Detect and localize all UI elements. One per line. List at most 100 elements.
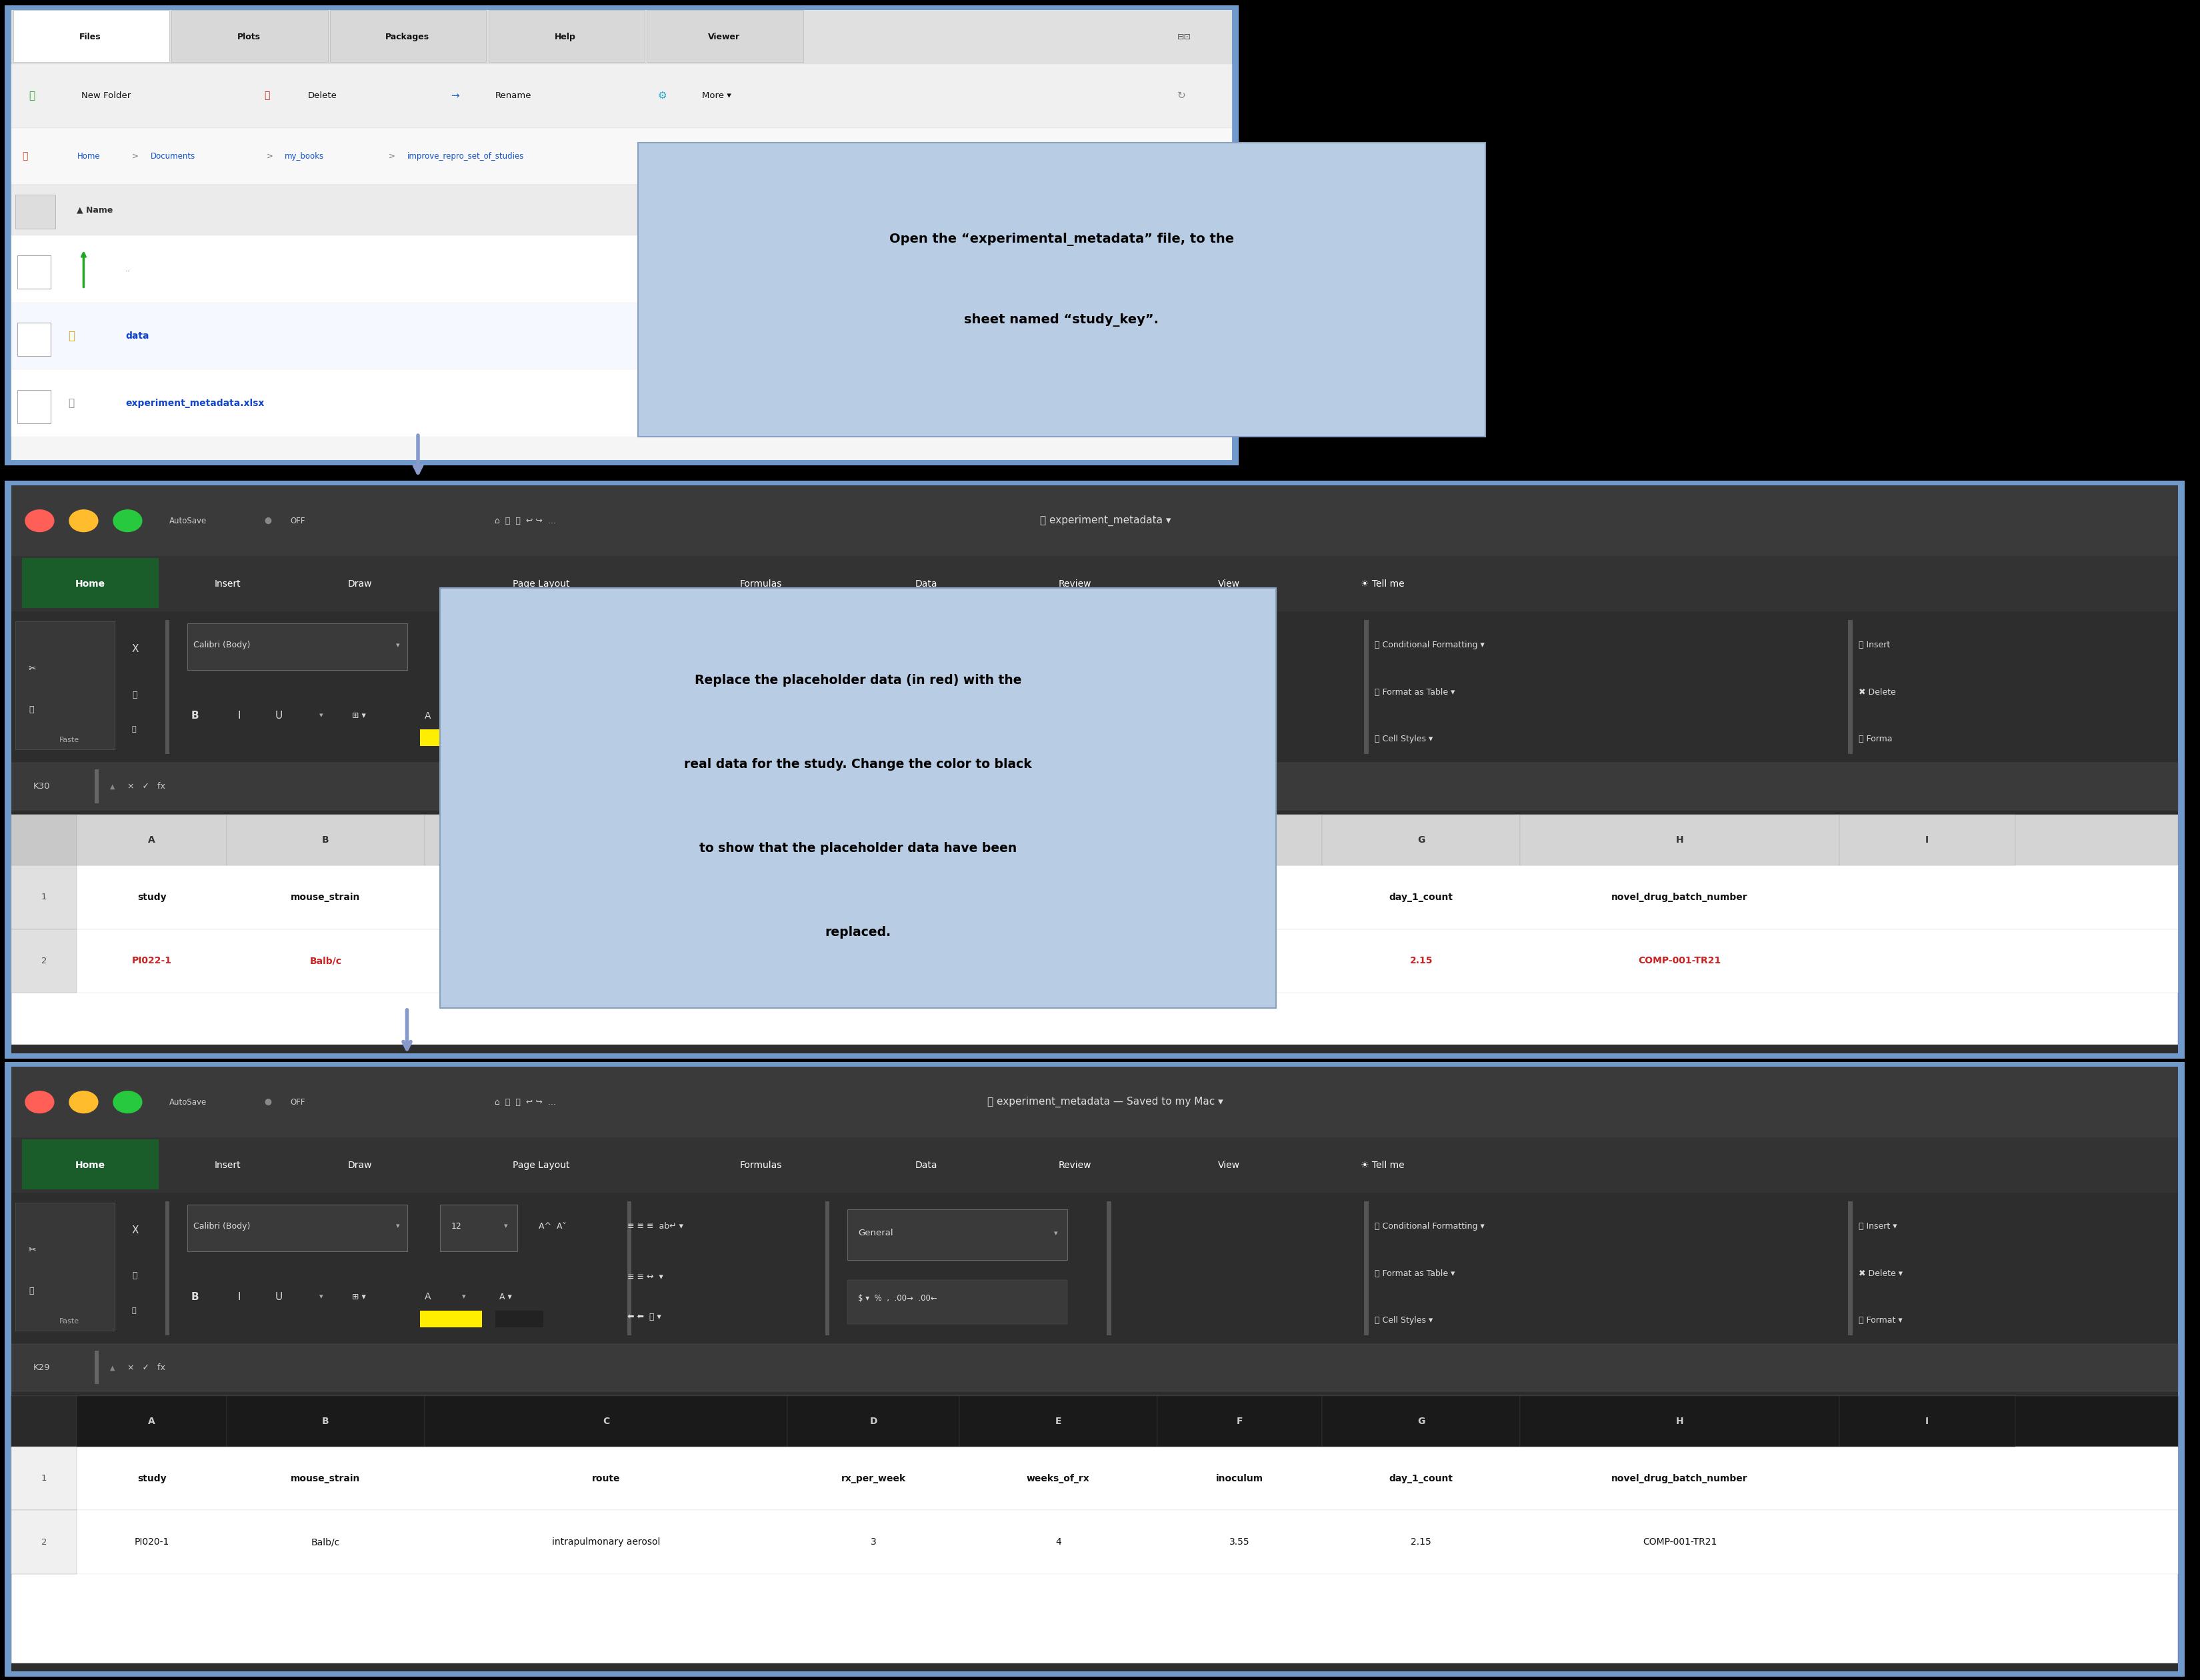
Text: 4: 4 (1056, 1537, 1060, 1547)
Bar (22, 558, 158, 608)
Bar (11, 1396, 77, 1446)
Text: Balb/c: Balb/c (310, 1537, 341, 1547)
Text: weeks_of_rx: weeks_of_rx (1027, 892, 1089, 902)
Bar (11, 64, 1232, 128)
Bar (847, 628, 1067, 679)
Text: ...: ... (1177, 151, 1186, 161)
Text: rx_per_week: rx_per_week (840, 892, 906, 902)
Text: Draw: Draw (348, 580, 372, 588)
Text: ≡ ≡ ↔  ▾: ≡ ≡ ↔ ▾ (627, 1272, 662, 1282)
Text: 📁: 📁 (29, 91, 35, 101)
Text: ⊞ ▾: ⊞ ▾ (352, 1292, 365, 1302)
Text: F: F (1236, 1416, 1243, 1426)
Text: 📁: 📁 (68, 329, 75, 343)
Bar (429, 558, 653, 608)
Text: OFF: OFF (290, 516, 306, 526)
Bar (11, 865, 77, 929)
Text: $ ▾  %  ,  .00→  .00←: $ ▾ % , .00→ .00← (858, 1294, 937, 1304)
Bar (11, 929, 2178, 993)
Bar (4, 5, 1239, 465)
Text: mouse_strain: mouse_strain (290, 892, 361, 902)
Text: 2.15: 2.15 (1410, 1537, 1432, 1547)
Text: 📋: 📋 (29, 706, 33, 714)
Bar (165, 1201, 169, 1336)
Circle shape (68, 509, 97, 531)
Bar (13, 10, 169, 62)
Bar (15, 1203, 114, 1331)
Bar (297, 558, 422, 608)
Text: day_1_count: day_1_count (1388, 892, 1454, 902)
Bar (638, 143, 1485, 437)
Text: Review: Review (1058, 580, 1091, 588)
Text: Home: Home (75, 580, 106, 588)
Circle shape (114, 509, 141, 531)
Text: 🎨 Cell Styles ▾: 🎨 Cell Styles ▾ (1375, 734, 1432, 744)
Bar (227, 1396, 425, 1446)
Bar (77, 1396, 227, 1446)
Text: ⬛ Format ▾: ⬛ Format ▾ (1859, 1315, 1903, 1326)
Text: Files: Files (79, 32, 101, 42)
Text: Help: Help (554, 32, 576, 42)
Text: intrapulmonary aerosol: intrapulmonary aerosol (546, 956, 667, 966)
Bar (1848, 1201, 1852, 1336)
Text: 🔷: 🔷 (1111, 151, 1115, 161)
Bar (11, 486, 2178, 1053)
Text: I: I (1925, 1416, 1929, 1426)
Bar (1520, 815, 1839, 865)
Text: Documents: Documents (150, 151, 196, 161)
Text: G: G (1417, 835, 1426, 845)
Text: ≡ ≡ ↔  ▾: ≡ ≡ ↔ ▾ (627, 690, 662, 701)
Bar (11, 1137, 2178, 1193)
Text: AutoSave: AutoSave (169, 1097, 207, 1107)
Text: inoculum: inoculum (1217, 1473, 1263, 1483)
Text: ⬛ Conditional Formatting ▾: ⬛ Conditional Formatting ▾ (1375, 1221, 1485, 1231)
Bar (1839, 815, 2015, 865)
Text: ⬛ Insert: ⬛ Insert (1859, 640, 1890, 650)
Circle shape (26, 509, 53, 531)
Bar (330, 10, 486, 62)
Bar (11, 302, 1232, 370)
Text: ☀ Tell me: ☀ Tell me (1362, 580, 1404, 588)
Text: 📋: 📋 (132, 690, 136, 699)
Text: D: D (869, 1416, 878, 1426)
Bar (1322, 1396, 1520, 1446)
Bar (627, 1201, 631, 1336)
Text: ⌂  💾  📋  ↩ ↪  ...: ⌂ 💾 📋 ↩ ↪ ... (495, 516, 557, 526)
Text: 🖊: 🖊 (132, 726, 136, 732)
Text: More ▾: More ▾ (702, 91, 730, 101)
Bar (11, 1067, 2178, 1672)
Bar (11, 185, 1232, 235)
Text: Insert: Insert (213, 1161, 242, 1169)
Text: novel_drug_batch_number: novel_drug_batch_number (1610, 1473, 1749, 1483)
Bar (11, 1067, 2178, 1137)
Bar (11, 1446, 77, 1510)
Bar (15, 622, 114, 749)
Text: weeks_of_rx: weeks_of_rx (1027, 1473, 1089, 1483)
Text: ▾: ▾ (462, 1294, 466, 1300)
Bar (11, 1510, 77, 1574)
Bar (420, 1310, 482, 1327)
Bar (495, 1310, 543, 1327)
Text: ≡ ≡ ≡  ab↵ ▾: ≡ ≡ ≡ ab↵ ▾ (627, 1221, 682, 1231)
Text: E: E (1056, 1416, 1060, 1426)
Text: >: > (132, 151, 139, 161)
Text: Page Layout: Page Layout (513, 1161, 570, 1169)
Text: ▲: ▲ (110, 1364, 114, 1371)
Text: 🔴: 🔴 (264, 91, 271, 101)
Text: COMP-001-TR21: COMP-001-TR21 (1643, 1537, 1716, 1547)
Bar (1520, 1396, 1839, 1446)
Text: A: A (425, 711, 431, 721)
Text: I: I (1925, 835, 1929, 845)
Bar (11, 865, 2178, 929)
Text: ▾: ▾ (504, 1223, 508, 1230)
Text: >: > (752, 151, 759, 161)
Text: ⬤: ⬤ (264, 1099, 271, 1105)
Text: ×   ✓   fx: × ✓ fx (128, 781, 165, 791)
Bar (1107, 620, 1111, 754)
Bar (660, 1139, 862, 1189)
Circle shape (114, 1092, 141, 1112)
Text: A: A (147, 835, 156, 845)
Text: >: > (387, 151, 394, 161)
Text: ×   ✓   fx: × ✓ fx (128, 1362, 165, 1373)
Bar (18, 255, 51, 289)
